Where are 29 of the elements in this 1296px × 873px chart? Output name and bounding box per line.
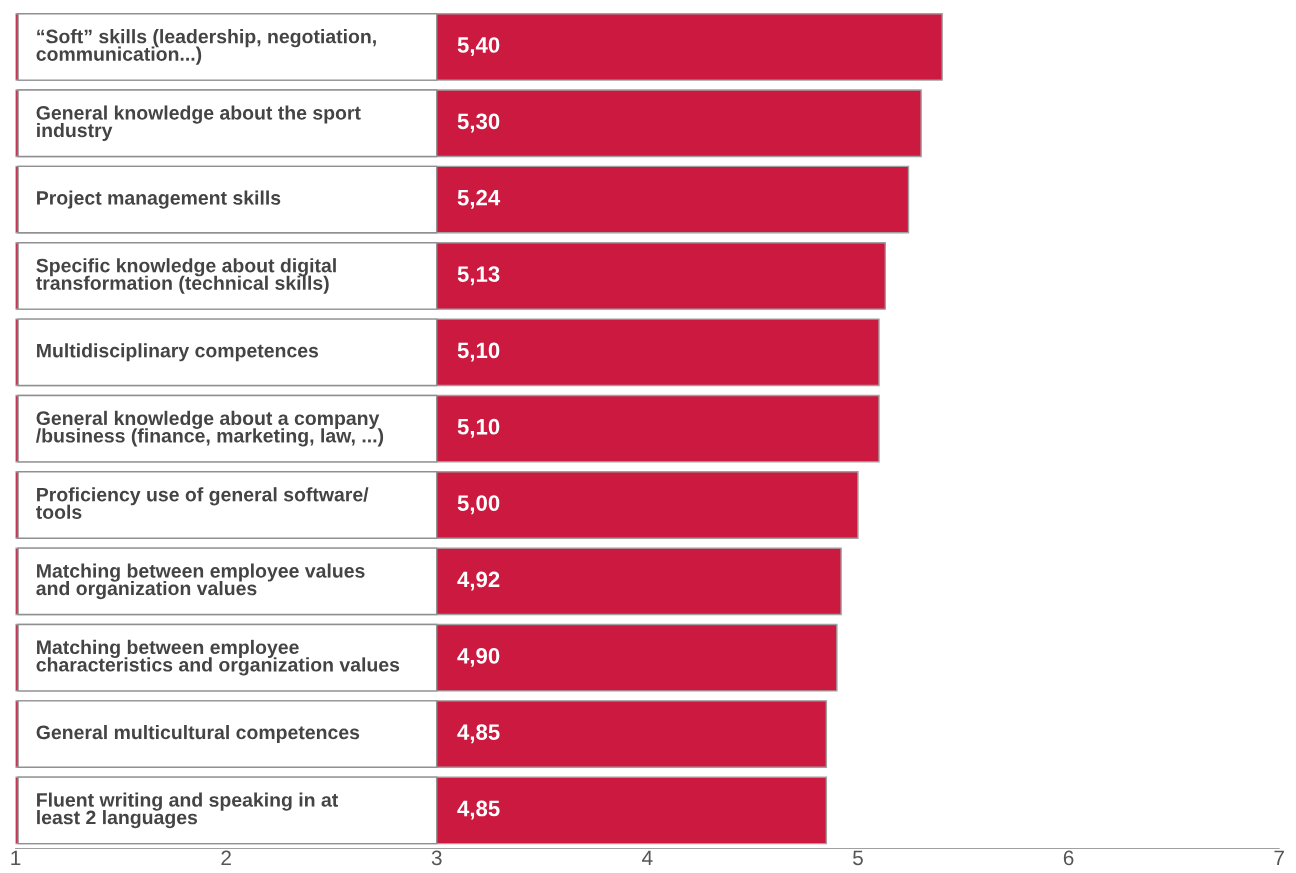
data-label: 4,90 — [457, 647, 500, 667]
x-tick-label: 4 — [642, 850, 653, 866]
y-tick-label: Proficiency use of general software/ tools — [36, 487, 369, 519]
y-tick-label: Specific knowledge about digital transformation (technical skills) — [36, 258, 336, 294]
y-tick-label: Multidisciplinary competences — [37, 343, 319, 362]
data-label: 4,85 — [457, 724, 500, 744]
data-label: 5,30 — [457, 113, 500, 133]
y-tick-label: Fluent writing and speaking in at least 2 languages — [37, 792, 339, 829]
data-label: 5,00 — [457, 495, 500, 515]
y-tick-label: General knowledge about the sport industry — [36, 105, 361, 142]
data-label: 5,24 — [457, 189, 501, 209]
data-label: 5,10 — [457, 418, 500, 438]
data-label: 5,13 — [457, 266, 500, 286]
y-tick-label: Matching between employee values and organization values — [36, 563, 365, 600]
data-label: 4,85 — [457, 800, 500, 820]
data-label: 4,92 — [457, 571, 500, 591]
x-tick-label: 7 — [1274, 850, 1284, 866]
data-label: 5,40 — [457, 37, 500, 57]
x-tick-label: 6 — [1063, 850, 1074, 866]
y-tick-label: Project management skills — [37, 190, 281, 209]
x-tick-label: 2 — [221, 850, 231, 866]
x-tick-label: 1 — [11, 850, 21, 866]
data-label: 5,10 — [457, 342, 500, 362]
y-tick-label: “Soft” skills (leadership, negotiation, communication...) — [36, 29, 376, 65]
y-tick-label: General multicultural competences — [36, 724, 360, 744]
x-tick-label: 5 — [852, 850, 863, 866]
x-tick-label: 3 — [431, 850, 442, 866]
y-tick-label: General knowledge about a company /business (finance, marketing, law, ...) — [35, 410, 384, 447]
y-tick-label: Matching between employee characteristics and organization values — [36, 639, 400, 676]
